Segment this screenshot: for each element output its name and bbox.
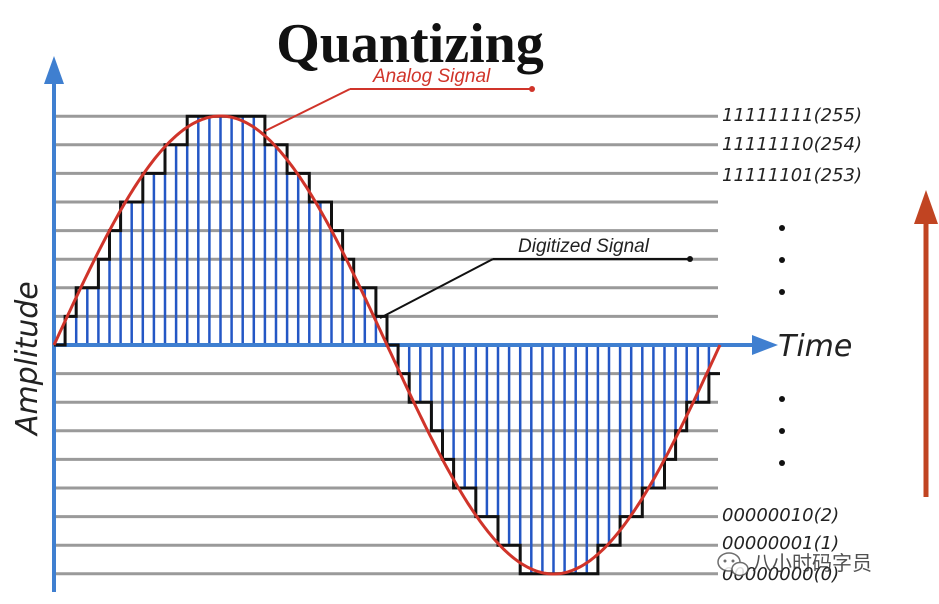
ellipsis-dots-lower [779,396,785,466]
analog-signal-curve [52,114,722,576]
watermark-text: 八小时码字员 [752,551,872,575]
time-axis-label: Time [778,329,852,364]
time-axis-arrowhead [752,335,778,355]
watermark: 八小时码字员 [717,551,872,577]
level-label-2: 00000010(2) [722,505,839,526]
amplitude-axis-label: Amplitude [10,281,45,437]
analog-signal-label: Analog Signal [372,66,491,87]
level-label-1: 00000001(1) [722,533,839,554]
digitized-signal-label: Digitized Signal [518,236,650,257]
level-label-255: 11111111(255) [722,105,862,126]
digitized-label-leader [379,258,494,319]
quantization-levels [56,114,718,576]
level-label-253: 11111101(253) [722,165,862,186]
amplitude-axis-arrowhead [44,56,64,84]
level-label-254: 11111110(254) [722,134,862,155]
diagram-title: Quantizing [276,13,544,75]
digitized-label-dot [687,256,693,262]
level-label-0: 00000000(0) [722,564,839,585]
wechat-icon [717,552,749,577]
analog-label-dot [529,86,535,92]
increasing-arrow-head [914,190,938,224]
ellipsis-dots-upper [779,225,785,295]
sample-lines [63,116,711,574]
analog-label-leader [264,88,351,132]
